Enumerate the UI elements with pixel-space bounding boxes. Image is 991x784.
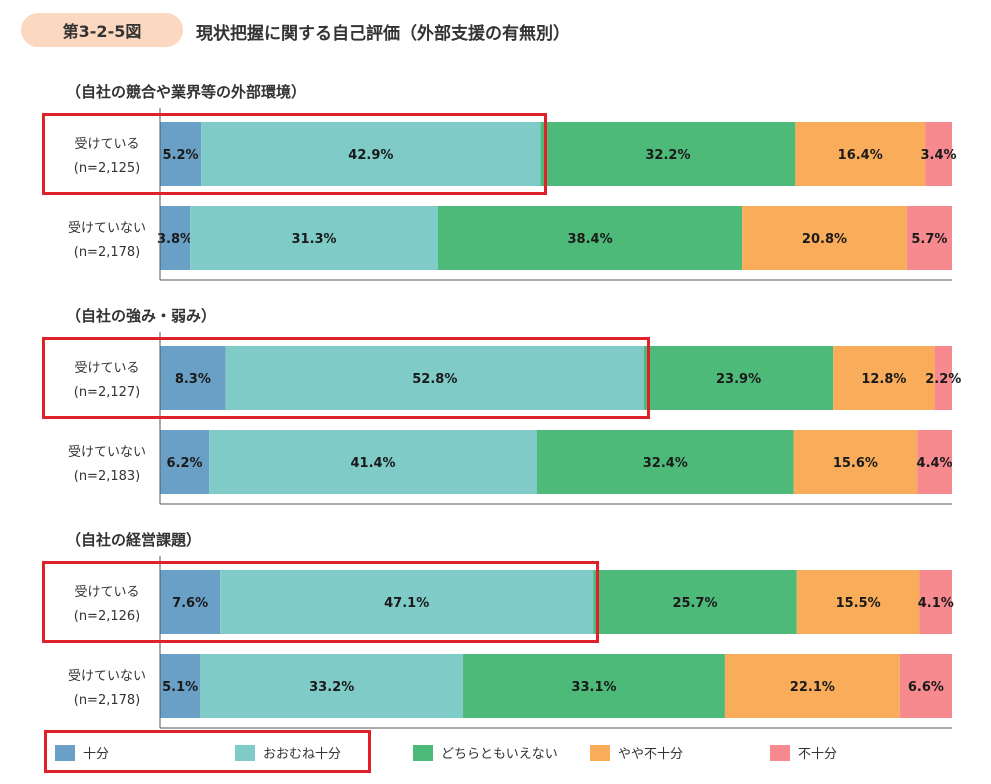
- group-title: （自社の競合や業界等の外部環境）: [66, 83, 306, 101]
- data-label: 32.4%: [643, 456, 688, 471]
- data-label: 6.2%: [167, 456, 203, 471]
- bar-segment: [437, 206, 743, 270]
- legend-label: 不十分: [798, 747, 838, 762]
- bar-segment: [833, 346, 935, 410]
- bar-segment: [925, 122, 952, 186]
- data-label: 3.8%: [157, 232, 193, 247]
- legend-label: 十分: [83, 747, 110, 762]
- data-label: 4.4%: [917, 456, 953, 471]
- data-label: 25.7%: [672, 596, 717, 611]
- legend-swatch: [235, 744, 255, 761]
- data-label: 12.8%: [861, 372, 906, 387]
- bar-segment: [160, 122, 202, 186]
- row-n-label: (n=2,126): [74, 609, 141, 624]
- data-label: 2.2%: [925, 372, 961, 387]
- legend-swatch: [590, 744, 610, 761]
- stacked-bar-chart: （自社の競合や業界等の外部環境） 受けている (n=2,125) 5.2% 42.9% 3…: [66, 83, 961, 729]
- bar-segment: [724, 654, 900, 718]
- data-label: 5.1%: [162, 680, 198, 695]
- legend-item: どちらともいえない: [413, 743, 558, 762]
- data-label: 23.9%: [716, 372, 761, 387]
- data-label: 42.9%: [348, 148, 393, 163]
- legend-item: 十分: [55, 743, 109, 762]
- bar-segment: [917, 430, 952, 494]
- row-label: 受けていない: [68, 445, 146, 460]
- data-label: 52.8%: [412, 372, 457, 387]
- legend-swatch: [770, 744, 790, 761]
- data-label: 6.6%: [908, 680, 944, 695]
- bar-segment: [160, 430, 210, 494]
- legend-label: おおむね十分: [263, 747, 342, 762]
- bar-segment: [209, 430, 537, 494]
- bar-segment: [540, 122, 796, 186]
- bar-segment: [463, 654, 725, 718]
- legend-item: 不十分: [770, 743, 837, 762]
- legend-swatch: [413, 744, 433, 761]
- group-title: （自社の強み・弱み）: [66, 307, 216, 325]
- data-label: 15.5%: [836, 596, 881, 611]
- row-n-label: (n=2,125): [74, 161, 141, 176]
- highlight-box: [42, 337, 650, 419]
- bar-segment: [220, 570, 594, 634]
- data-label: 4.1%: [918, 596, 954, 611]
- bar-segment: [899, 654, 952, 718]
- row-n-label: (n=2,127): [74, 385, 141, 400]
- data-label: 5.2%: [163, 148, 199, 163]
- legend-label: やや不十分: [618, 747, 684, 762]
- legend-item: おおむね十分: [235, 743, 341, 762]
- bar-segment: [593, 570, 797, 634]
- figure-number: 第3-2-5図: [62, 22, 142, 41]
- data-label: 31.3%: [291, 232, 336, 247]
- legend-item: やや不十分: [590, 743, 683, 762]
- bar-segment: [160, 570, 221, 634]
- figure-title: 現状把握に関する自己評価（外部支援の有無別）: [196, 24, 570, 44]
- bar-segment: [160, 206, 191, 270]
- row-n-label: (n=2,178): [74, 693, 141, 708]
- legend-swatch: [55, 744, 75, 761]
- row-n-label: (n=2,178): [74, 245, 141, 260]
- highlight-box: [42, 113, 547, 195]
- legend-highlight-box: [44, 730, 371, 773]
- bar-segment: [160, 654, 201, 718]
- row-label: 受けている: [74, 585, 139, 600]
- data-label: 5.7%: [911, 232, 947, 247]
- legend-label: どちらともいえない: [441, 747, 558, 762]
- chart-legend: 十分 おおむね十分 どちらともいえない やや不十分 不十分: [0, 735, 991, 775]
- bar-segment: [919, 570, 952, 634]
- bar-segment: [200, 654, 464, 718]
- bar-segment: [643, 346, 834, 410]
- data-label: 3.4%: [921, 148, 957, 163]
- data-label: 7.6%: [172, 596, 208, 611]
- highlight-box: [42, 561, 600, 643]
- bar-segment: [536, 430, 794, 494]
- row-label: 受けていない: [68, 221, 146, 236]
- bar-segment: [934, 346, 952, 410]
- bar-segment: [795, 122, 926, 186]
- bar-segment: [793, 430, 918, 494]
- bar-segment: [160, 346, 226, 410]
- data-label: 20.8%: [802, 232, 847, 247]
- row-label: 受けている: [74, 137, 139, 152]
- data-label: 41.4%: [350, 456, 395, 471]
- data-label: 22.1%: [790, 680, 835, 695]
- group-title: （自社の経営課題）: [66, 531, 201, 549]
- data-label: 38.4%: [568, 232, 613, 247]
- figure-number-badge: 第3-2-5図: [21, 13, 183, 47]
- bar-segment: [225, 346, 644, 410]
- data-label: 33.1%: [571, 680, 616, 695]
- row-label: 受けていない: [68, 669, 146, 684]
- bar-segment: [190, 206, 438, 270]
- bar-segment: [796, 570, 920, 634]
- row-label: 受けている: [74, 361, 139, 376]
- data-label: 8.3%: [175, 372, 211, 387]
- data-label: 47.1%: [384, 596, 429, 611]
- data-label: 32.2%: [645, 148, 690, 163]
- row-n-label: (n=2,183): [74, 469, 141, 484]
- bar-segment: [742, 206, 907, 270]
- data-label: 33.2%: [309, 680, 354, 695]
- data-label: 16.4%: [838, 148, 883, 163]
- data-label: 15.6%: [833, 456, 878, 471]
- bar-segment: [906, 206, 952, 270]
- bar-segment: [201, 122, 541, 186]
